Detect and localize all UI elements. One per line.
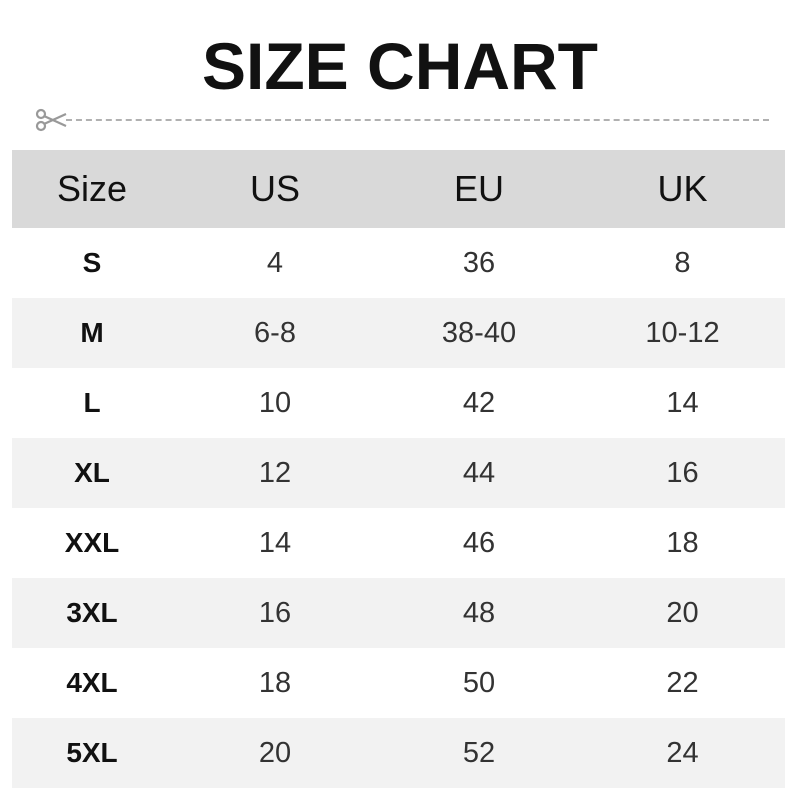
column-header-us: US — [249, 168, 300, 209]
eu-cell: 48 — [462, 596, 496, 629]
table-row: 5XL 20 52 24 — [12, 718, 785, 788]
eu-cell: 46 — [462, 526, 496, 559]
table-row: M 6-8 38-40 10-12 — [12, 298, 785, 368]
column-header-eu: EU — [453, 168, 504, 209]
header-row: Size US EU UK — [12, 150, 785, 228]
us-cell: 4 — [266, 246, 284, 279]
table-row: 4XL 18 50 22 — [12, 648, 785, 718]
size-cell: L — [83, 387, 101, 418]
size-cell: M — [80, 317, 104, 348]
table-row: XL 12 44 16 — [12, 438, 785, 508]
size-cell: S — [82, 247, 102, 278]
column-header-size: Size — [56, 168, 128, 209]
scissors-icon — [35, 108, 67, 132]
column-header-uk: UK — [657, 168, 708, 209]
us-cell: 18 — [258, 666, 292, 699]
us-cell: 6-8 — [254, 316, 296, 349]
uk-cell: 8 — [674, 246, 691, 279]
eu-cell: 50 — [462, 666, 496, 699]
uk-cell: 20 — [666, 596, 699, 629]
eu-cell: 38-40 — [441, 316, 517, 349]
table-row: 3XL 16 48 20 — [12, 578, 785, 648]
us-cell: 10 — [258, 386, 292, 419]
eu-cell: 36 — [462, 246, 496, 279]
size-cell: 3XL — [66, 597, 118, 628]
us-cell: 14 — [258, 526, 292, 559]
page-title: SIZE CHART — [202, 29, 598, 103]
size-cell: 5XL — [66, 737, 118, 768]
uk-cell: 24 — [666, 736, 699, 769]
eu-cell: 52 — [462, 736, 496, 769]
uk-cell: 10-12 — [645, 316, 720, 349]
dashed-divider — [66, 119, 769, 121]
table-row: XXL 14 46 18 — [12, 508, 785, 578]
cut-line — [34, 106, 769, 134]
table-row: L 10 42 14 — [12, 368, 785, 438]
us-cell: 20 — [258, 736, 292, 769]
uk-cell: 18 — [666, 526, 699, 559]
eu-cell: 44 — [462, 456, 496, 489]
size-cell: XXL — [64, 527, 120, 558]
us-cell: 12 — [258, 456, 292, 489]
uk-cell: 16 — [666, 456, 699, 489]
uk-cell: 14 — [666, 386, 699, 419]
eu-cell: 42 — [462, 386, 496, 419]
us-cell: 16 — [258, 596, 292, 629]
size-cell: XL — [74, 457, 110, 488]
size-cell: 4XL — [66, 667, 118, 698]
uk-cell: 22 — [666, 666, 699, 699]
table-row: S 4 36 8 — [12, 228, 785, 298]
size-table: Size US EU UK S 4 36 8 M 6-8 38-40 10-12 L 10 42 14 XL 1… — [12, 150, 785, 788]
